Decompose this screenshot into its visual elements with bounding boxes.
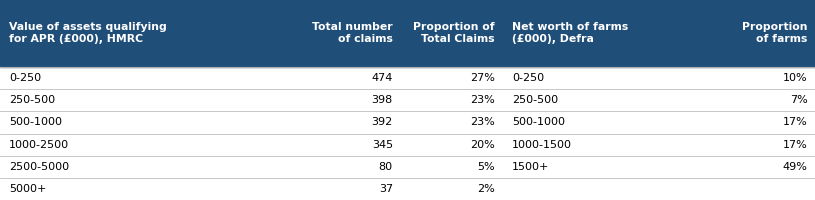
Text: 1500+: 1500+ (512, 162, 549, 172)
Text: 23%: 23% (470, 95, 495, 105)
Text: Proportion of
Total Claims: Proportion of Total Claims (413, 22, 495, 45)
Text: 345: 345 (372, 140, 393, 150)
Text: 500-1000: 500-1000 (512, 117, 565, 127)
Text: Net worth of farms
(£000), Defra: Net worth of farms (£000), Defra (512, 22, 628, 45)
Text: 250-500: 250-500 (9, 95, 55, 105)
Text: 5000+: 5000+ (9, 184, 46, 194)
Text: 2500-5000: 2500-5000 (9, 162, 69, 172)
Text: 17%: 17% (783, 140, 808, 150)
Text: Value of assets qualifying
for APR (£000), HMRC: Value of assets qualifying for APR (£000… (9, 22, 167, 45)
Bar (0, 0, 815, 67)
Text: 392: 392 (372, 117, 393, 127)
Text: 10%: 10% (783, 73, 808, 83)
Text: 1000-1500: 1000-1500 (512, 140, 572, 150)
Text: 2%: 2% (477, 184, 495, 194)
Text: 474: 474 (372, 73, 393, 83)
Text: 1000-2500: 1000-2500 (9, 140, 69, 150)
Text: 500-1000: 500-1000 (9, 117, 62, 127)
Text: 0-250: 0-250 (512, 73, 544, 83)
Text: 250-500: 250-500 (512, 95, 558, 105)
Text: 27%: 27% (469, 73, 495, 83)
Text: 5%: 5% (477, 162, 495, 172)
Text: 23%: 23% (470, 117, 495, 127)
Text: 20%: 20% (470, 140, 495, 150)
Text: 398: 398 (372, 95, 393, 105)
Text: 7%: 7% (790, 95, 808, 105)
Text: Total number
of claims: Total number of claims (312, 22, 393, 45)
Text: 37: 37 (379, 184, 393, 194)
Text: Proportion
of farms: Proportion of farms (742, 22, 808, 45)
Text: 49%: 49% (782, 162, 808, 172)
Text: 80: 80 (379, 162, 393, 172)
Text: 17%: 17% (783, 117, 808, 127)
Text: 0-250: 0-250 (9, 73, 41, 83)
